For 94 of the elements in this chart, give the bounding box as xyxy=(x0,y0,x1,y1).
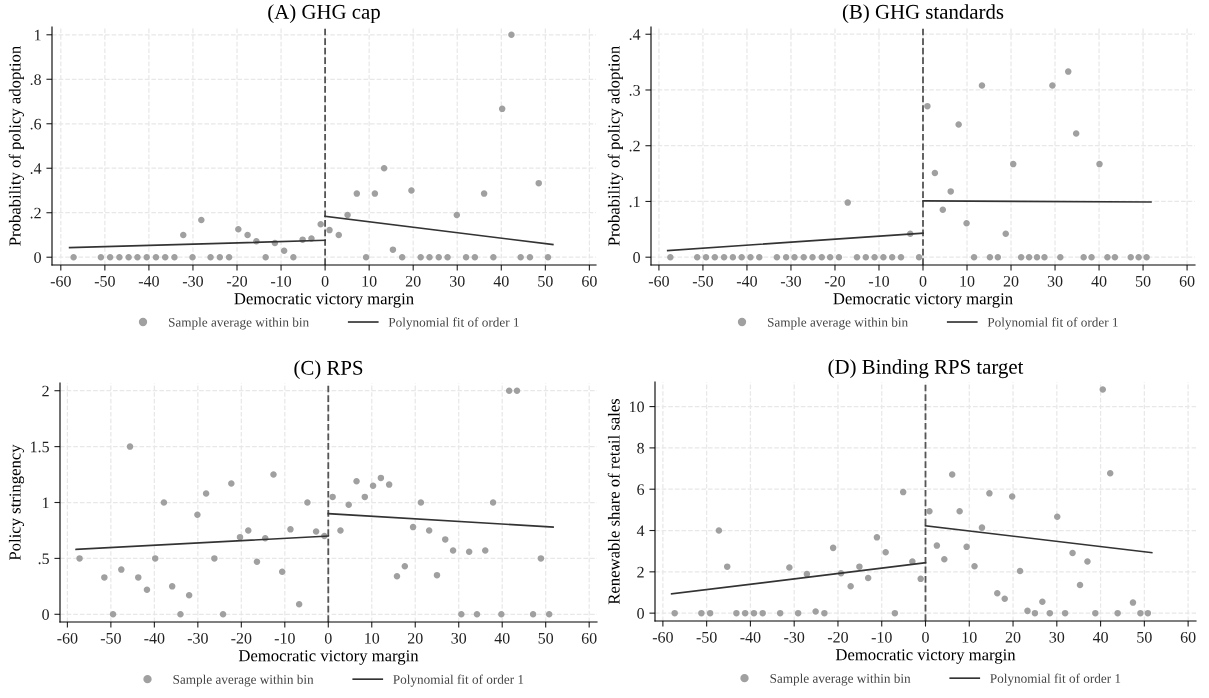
x-tick-label: 0 xyxy=(321,275,329,287)
x-tick-label: 20 xyxy=(407,632,423,644)
x-tick-label: -20 xyxy=(231,632,252,644)
y-tick-label: 0 xyxy=(34,252,41,263)
x-tick-label: 20 xyxy=(1005,631,1021,643)
y-tick-label: 10 xyxy=(630,401,644,413)
x-tick-label: 50 xyxy=(538,632,554,644)
x-tick-label: 20 xyxy=(1003,275,1019,287)
x-tick-label: 50 xyxy=(1137,631,1152,643)
y-tick-label: 0 xyxy=(633,252,640,263)
x-tick-label: 40 xyxy=(494,632,510,644)
x-tick-label: -50 xyxy=(100,632,121,644)
legend-label: Sample average within bin xyxy=(770,673,911,686)
y-tick-label: 1.5 xyxy=(31,441,49,453)
legend-label: Polynomial fit of order 1 xyxy=(393,674,524,687)
x-tick-label: 30 xyxy=(450,275,465,287)
x-tick-label: 50 xyxy=(1136,275,1151,287)
legend-label: Polynomial fit of order 1 xyxy=(990,673,1121,686)
chart-title: (B) GHG standards xyxy=(842,4,1004,24)
legend-label: Sample average within bin xyxy=(173,674,314,687)
x-tick-label: 40 xyxy=(493,275,509,287)
x-tick-label: 40 xyxy=(1092,631,1108,643)
legend-label: Sample average within bin xyxy=(767,317,908,330)
x-tick-label: 0 xyxy=(922,631,929,643)
x-tick-label: -10 xyxy=(274,632,295,644)
y-tick-label: 1 xyxy=(43,497,49,509)
x-tick-label: -40 xyxy=(736,275,757,287)
x-tick-label: -50 xyxy=(692,275,713,287)
x-tick-label: -60 xyxy=(50,275,71,287)
x-tick-label: 60 xyxy=(1179,275,1195,287)
y-tick-label: 1 xyxy=(35,29,41,41)
y-tick-label: .5 xyxy=(38,553,49,565)
x-tick-label: -30 xyxy=(780,275,801,287)
x-tick-label: -20 xyxy=(827,631,848,643)
x-tick-label: -20 xyxy=(824,275,846,287)
x-tick-label: -10 xyxy=(871,631,892,643)
y-tick-label: .4 xyxy=(30,163,42,175)
y-tick-label: 2 xyxy=(637,566,644,578)
y-tick-label: .8 xyxy=(30,74,41,86)
x-tick-label: -50 xyxy=(94,275,115,287)
x-tick-label: -10 xyxy=(271,275,292,287)
x-tick-label: -50 xyxy=(696,631,717,643)
y-axis-title: Policy stringency xyxy=(8,444,25,561)
y-tick-label: .4 xyxy=(629,29,641,41)
y-tick-label: .6 xyxy=(30,118,42,130)
x-tick-label: 10 xyxy=(362,275,377,287)
x-axis-title: Democratic victory margin xyxy=(833,293,1013,308)
y-axis-title: Renewable share of retail sales xyxy=(607,398,620,605)
y-tick-label: 6 xyxy=(637,484,645,495)
x-tick-label: -20 xyxy=(226,275,248,287)
x-tick-label: 0 xyxy=(324,632,332,644)
x-tick-label: -30 xyxy=(182,275,203,287)
x-tick-label: -60 xyxy=(57,632,78,644)
x-tick-label: 30 xyxy=(1047,275,1063,287)
y-tick-label: 2 xyxy=(42,385,49,397)
x-tick-label: -60 xyxy=(648,275,669,287)
x-tick-label: 50 xyxy=(538,275,553,287)
legend-label: Polynomial fit of order 1 xyxy=(388,317,519,330)
x-tick-label: -40 xyxy=(144,632,165,644)
x-tick-label: -40 xyxy=(740,631,761,643)
legend-label: Sample average within bin xyxy=(168,317,309,330)
y-axis-title: Probability of policy adoption xyxy=(607,46,624,246)
y-axis-title: Probability of policy adoption xyxy=(8,46,25,246)
x-tick-label: -10 xyxy=(868,275,890,287)
x-tick-label: -60 xyxy=(652,631,673,643)
x-tick-label: 10 xyxy=(365,632,380,644)
legend-label: Polynomial fit of order 1 xyxy=(987,317,1118,330)
x-tick-label: 20 xyxy=(405,275,421,287)
chart-title: (D) Binding RPS target xyxy=(828,359,1024,379)
y-tick-label: .2 xyxy=(629,140,640,152)
y-tick-label: 0 xyxy=(637,608,644,619)
y-tick-label: 8 xyxy=(637,442,644,454)
x-tick-label: 10 xyxy=(960,275,975,287)
x-tick-label: 30 xyxy=(451,632,467,644)
y-tick-label: 0 xyxy=(42,609,49,620)
x-tick-label: -30 xyxy=(784,631,805,643)
y-tick-label: .3 xyxy=(629,84,640,96)
chart-title: (C) RPS xyxy=(294,360,363,380)
x-tick-label: 10 xyxy=(962,631,977,643)
x-tick-label: 60 xyxy=(1180,631,1196,643)
x-tick-label: 60 xyxy=(582,275,597,287)
chart-title: (A) GHG cap xyxy=(268,4,380,24)
y-tick-label: .1 xyxy=(629,196,640,208)
x-tick-label: 40 xyxy=(1091,275,1107,287)
x-tick-label: 0 xyxy=(919,275,927,287)
x-axis-title: Democratic victory margin xyxy=(238,650,419,665)
x-tick-label: -40 xyxy=(138,275,159,287)
x-tick-label: -30 xyxy=(187,632,208,644)
x-axis-title: Democratic victory margin xyxy=(234,293,414,308)
y-tick-label: 4 xyxy=(636,525,645,537)
x-tick-label: 30 xyxy=(1049,631,1065,643)
y-tick-label: .2 xyxy=(30,207,41,219)
x-axis-title: Democratic victory margin xyxy=(835,649,1016,664)
x-tick-label: 60 xyxy=(581,632,597,644)
